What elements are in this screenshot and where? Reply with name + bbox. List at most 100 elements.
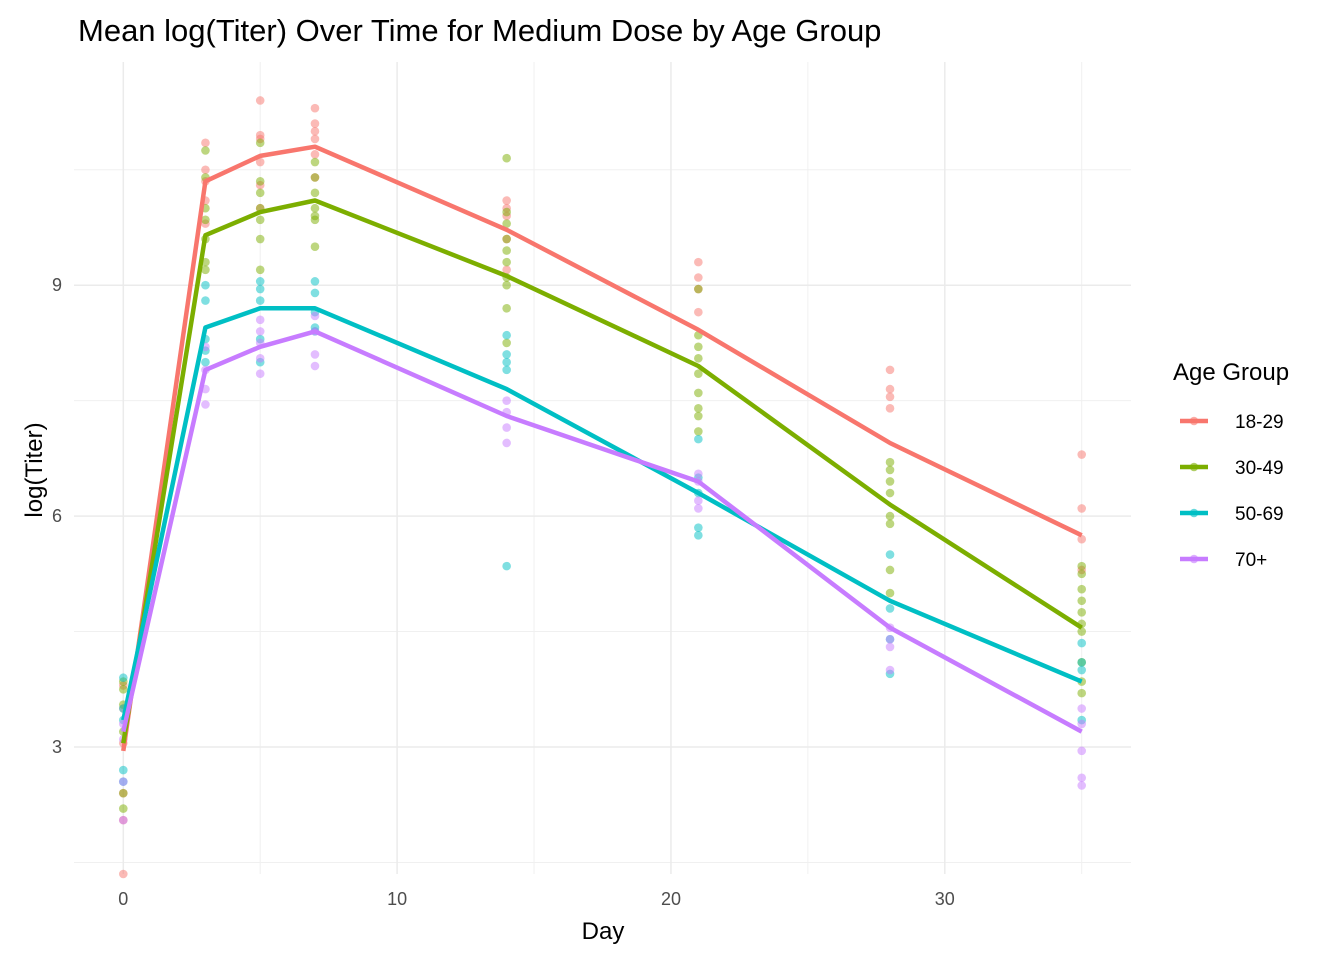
data-point xyxy=(885,477,895,486)
legend: Age Group 18-29 30-49 50-69 70+ xyxy=(1173,359,1289,571)
data-point xyxy=(201,265,210,275)
data-point xyxy=(1077,638,1087,648)
data-point xyxy=(255,369,265,379)
data-point xyxy=(502,357,511,367)
data-point xyxy=(1077,688,1087,698)
data-point xyxy=(694,369,703,379)
data-point xyxy=(310,103,320,113)
data-point xyxy=(694,531,703,540)
data-points xyxy=(118,96,1087,879)
data-point xyxy=(310,203,320,213)
data-point xyxy=(502,365,511,375)
chart-title: Mean log(Titer) Over Time for Medium Dos… xyxy=(78,13,881,48)
legend-title: Age Group xyxy=(1173,359,1289,386)
data-point xyxy=(502,303,511,313)
data-point xyxy=(201,357,210,367)
data-point xyxy=(885,392,895,402)
data-point xyxy=(255,96,265,105)
data-point xyxy=(310,188,320,198)
data-point xyxy=(255,284,265,294)
x-tick-label: 10 xyxy=(387,889,407,909)
legend-key-point xyxy=(1189,416,1199,426)
data-point xyxy=(502,207,511,217)
data-point xyxy=(1077,665,1087,675)
axis-ticks: 0 10 20 30 3 6 9 xyxy=(52,275,955,909)
data-point xyxy=(255,176,265,186)
data-point xyxy=(310,134,320,144)
data-point xyxy=(502,438,511,448)
data-point xyxy=(502,330,511,340)
data-point xyxy=(1077,596,1087,606)
series-lines xyxy=(121,144,1083,752)
data-point xyxy=(885,365,895,375)
x-tick-label: 20 xyxy=(661,889,681,909)
data-point xyxy=(885,384,895,394)
data-point xyxy=(694,342,703,352)
data-point xyxy=(694,523,703,532)
data-point xyxy=(255,234,265,244)
data-point xyxy=(310,157,320,167)
data-point xyxy=(255,277,265,286)
data-point xyxy=(502,423,511,432)
data-point xyxy=(118,788,128,798)
x-axis-title: Day xyxy=(582,918,625,945)
data-point xyxy=(502,219,511,228)
data-point xyxy=(310,350,320,359)
legend-key-point xyxy=(1189,508,1199,518)
legend-key-point xyxy=(1189,462,1199,472)
data-point xyxy=(118,777,128,786)
data-point xyxy=(694,504,703,513)
series-line xyxy=(121,329,1083,734)
data-point xyxy=(1077,746,1087,756)
grid xyxy=(74,62,1131,874)
data-point xyxy=(201,165,210,175)
data-point xyxy=(1077,504,1087,513)
series-line xyxy=(121,198,1083,744)
data-point xyxy=(694,411,703,421)
legend-key-point xyxy=(1189,554,1199,564)
data-point xyxy=(1077,584,1087,594)
data-point xyxy=(502,153,511,163)
data-point xyxy=(310,150,320,159)
data-point xyxy=(118,673,128,683)
x-tick-label: 30 xyxy=(935,889,955,909)
data-point xyxy=(885,604,895,613)
data-point xyxy=(502,234,511,244)
data-point xyxy=(310,119,320,128)
data-point xyxy=(694,404,703,413)
data-point xyxy=(201,400,210,409)
data-point xyxy=(694,388,703,398)
data-point xyxy=(1077,719,1087,729)
data-point xyxy=(118,804,128,813)
series-line xyxy=(121,144,1083,752)
data-point xyxy=(310,215,320,225)
data-point xyxy=(1077,773,1087,783)
data-point xyxy=(885,665,895,675)
data-point xyxy=(1077,450,1087,459)
data-point xyxy=(118,684,128,694)
y-tick-label: 6 xyxy=(52,506,62,526)
data-point xyxy=(885,404,895,413)
data-point xyxy=(255,157,265,167)
data-point xyxy=(255,327,265,336)
data-point xyxy=(502,196,511,205)
data-point xyxy=(502,396,511,405)
data-point xyxy=(502,350,511,359)
data-point xyxy=(502,257,511,267)
y-tick-label: 9 xyxy=(52,275,62,295)
data-point xyxy=(310,288,320,298)
data-point xyxy=(118,815,128,825)
data-point xyxy=(310,242,320,252)
legend-label: 30-49 xyxy=(1235,458,1284,479)
data-point xyxy=(310,277,320,286)
data-point xyxy=(1077,569,1087,579)
data-point xyxy=(310,126,320,136)
y-tick-label: 3 xyxy=(52,737,62,757)
data-point xyxy=(885,550,895,559)
data-point xyxy=(201,280,210,290)
data-point xyxy=(201,138,210,148)
data-point xyxy=(118,869,128,879)
data-point xyxy=(1077,608,1087,617)
data-point xyxy=(694,273,703,282)
